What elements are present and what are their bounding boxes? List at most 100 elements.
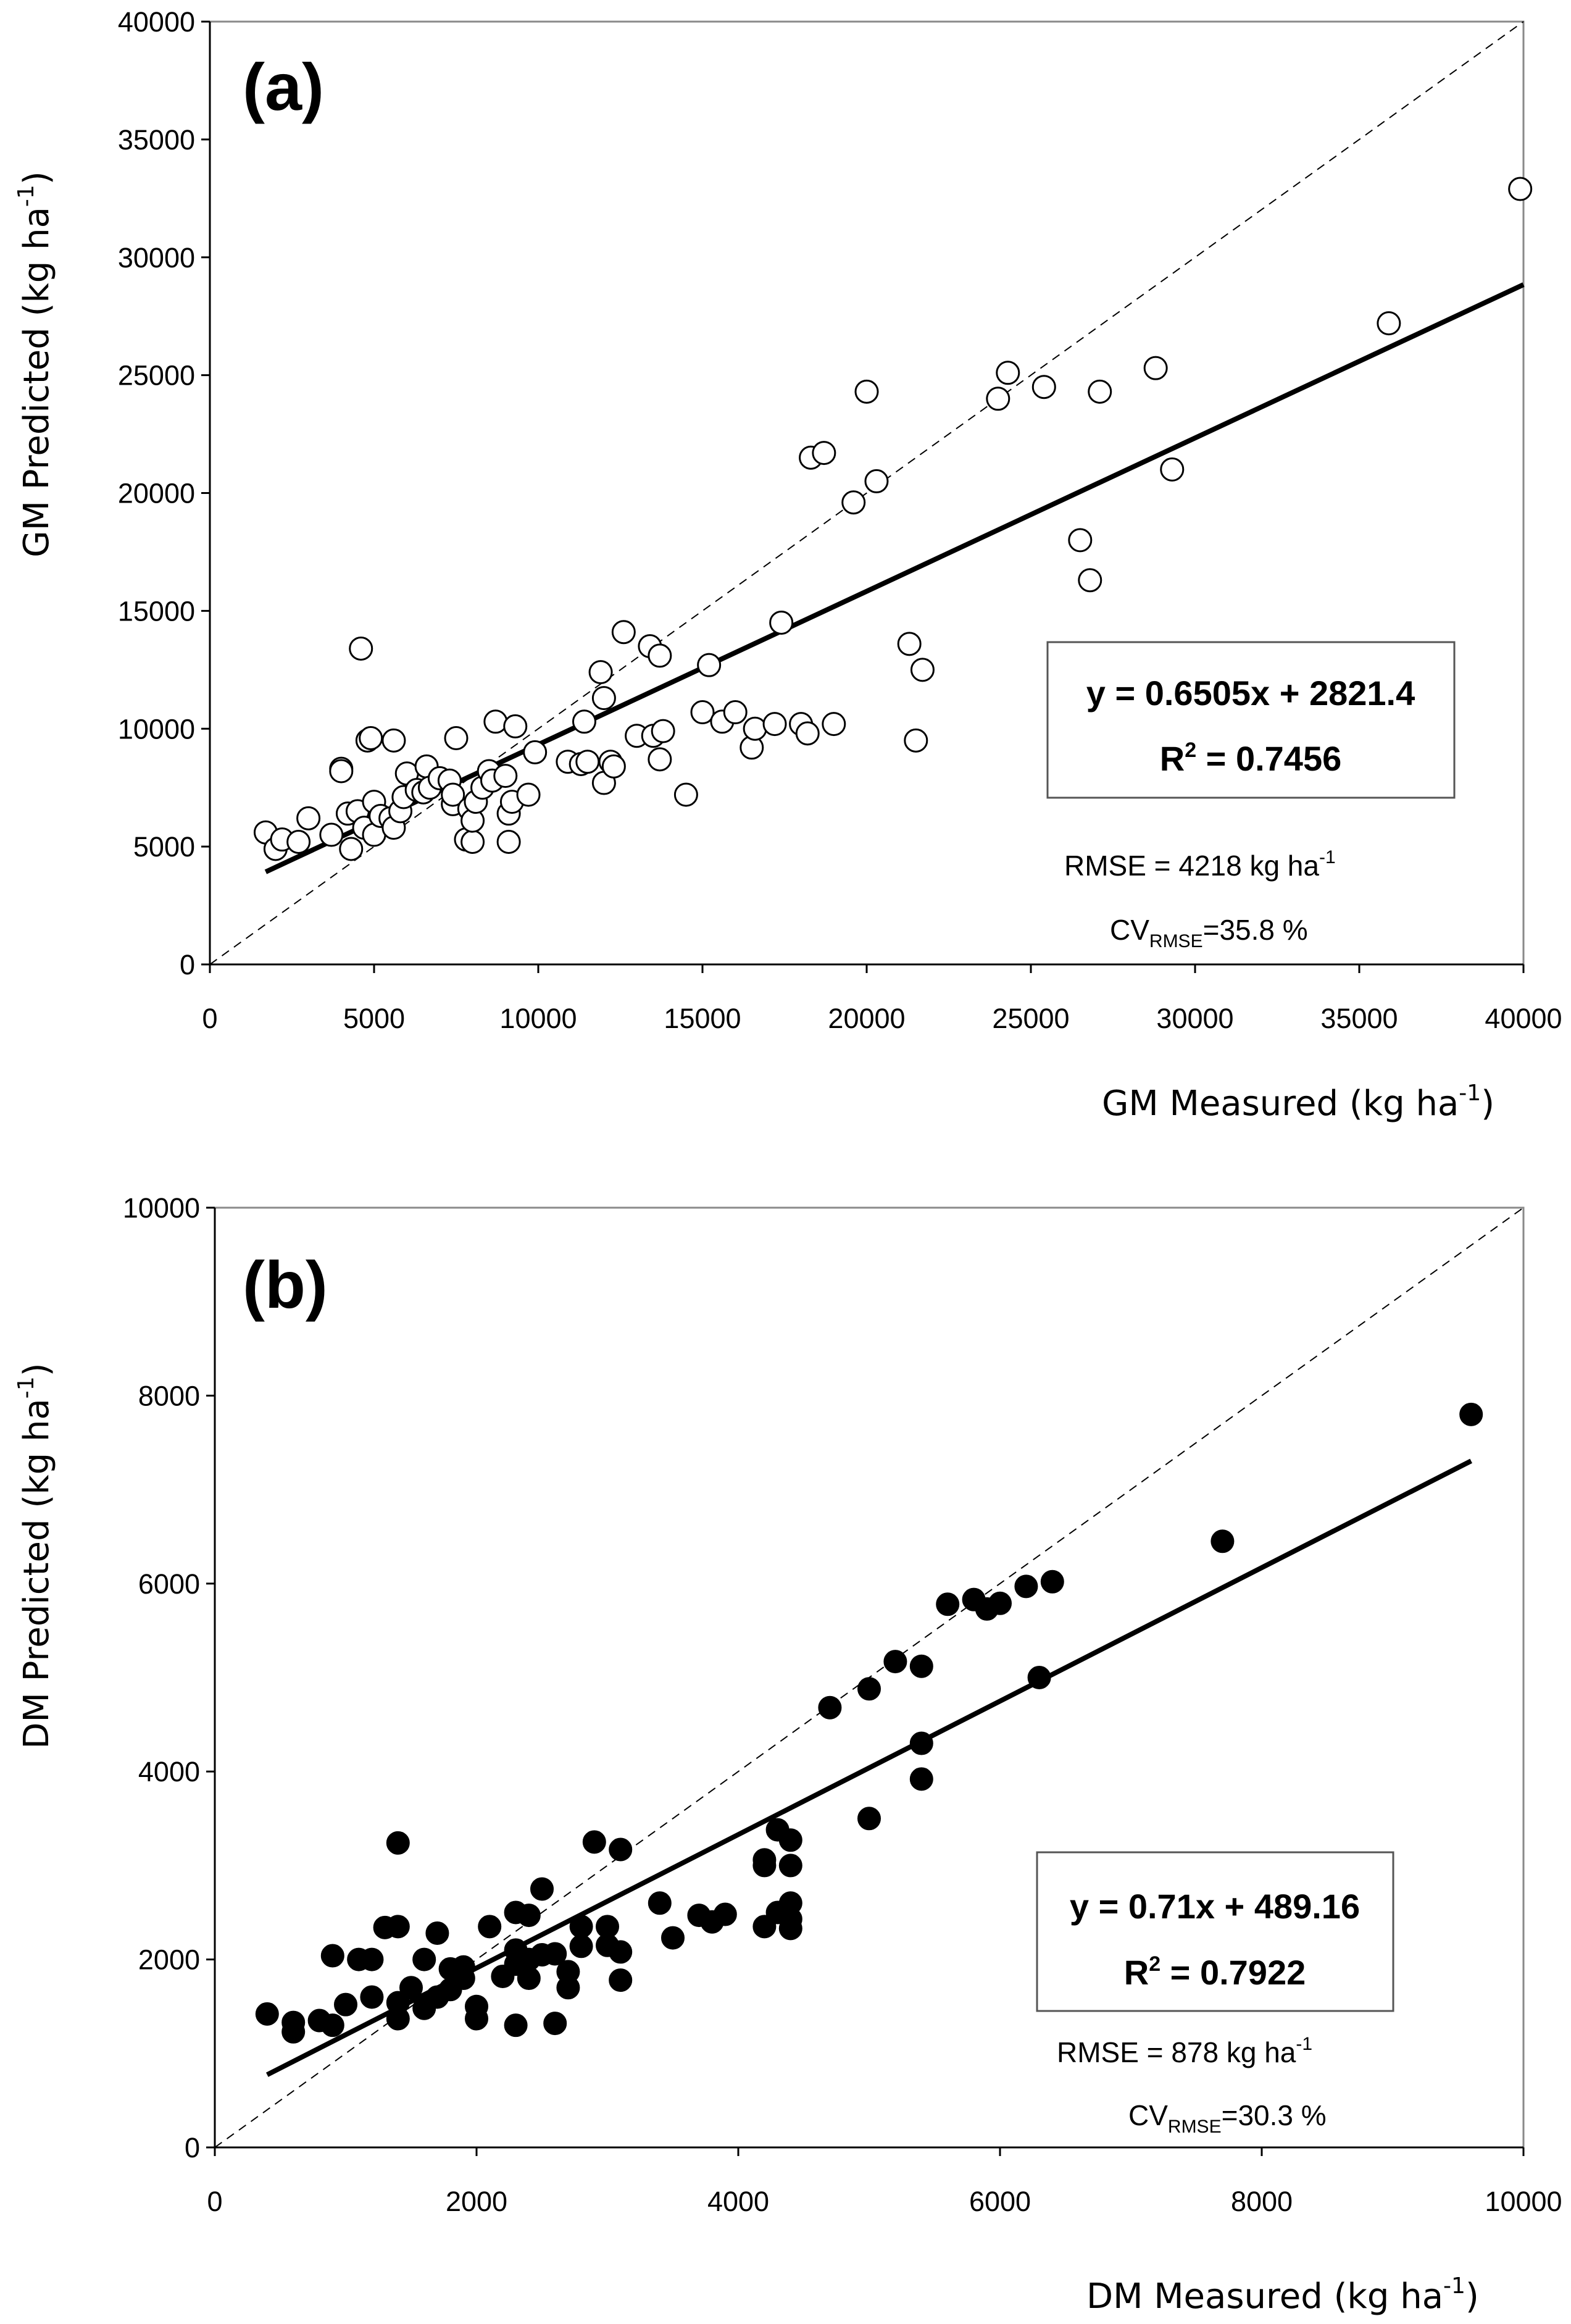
data-point (822, 712, 846, 737)
data-point (360, 1985, 384, 2009)
data-point (1377, 311, 1401, 336)
data-point (1459, 1402, 1483, 1426)
data-point (543, 2012, 567, 2036)
regression-line-a (264, 282, 1525, 874)
data-point (1027, 1666, 1051, 1689)
data-point (320, 1944, 344, 1968)
data-point (769, 610, 794, 635)
data-point (1031, 375, 1056, 399)
data-point (596, 1915, 619, 1939)
panel-b: 0 2000 4000 6000 8000 10000 0 2000 4000 6000 8000… (14, 1192, 1562, 2317)
data-point (1068, 528, 1093, 553)
data-point (478, 1915, 502, 1939)
x-tick-label: 30000 (1156, 1003, 1233, 1034)
data-point (690, 700, 715, 725)
rmse-a: RMSE = 4218 kg ha-1 (1064, 847, 1336, 882)
data-point (412, 1947, 436, 1971)
data-point (359, 726, 383, 751)
data-point (523, 740, 548, 764)
data-point (319, 822, 344, 847)
data-point (588, 660, 613, 685)
data-point (460, 829, 485, 854)
data-point (339, 837, 364, 861)
equation-box-b (1036, 1851, 1394, 2012)
x-tick-label: 40000 (1485, 1003, 1562, 1034)
data-point (386, 1991, 410, 2015)
y-tick-label: 0 (180, 949, 195, 980)
data-point (778, 1854, 802, 1878)
data-point (556, 1960, 580, 1984)
data-point (530, 1877, 554, 1901)
data-point (651, 719, 675, 743)
data-point (386, 1915, 410, 1939)
data-point (904, 728, 928, 753)
data-point (854, 379, 879, 404)
data-point (609, 1837, 633, 1862)
r-squared-a: R2 = 0.7456 (1160, 738, 1341, 778)
data-point (1211, 1529, 1235, 1553)
data-point (897, 632, 922, 656)
data-point (818, 1695, 842, 1720)
y-tick-label: 2000 (138, 1944, 200, 1976)
data-point (386, 1831, 410, 1855)
data-point (517, 1904, 541, 1928)
x-tick-label: 10000 (1485, 2186, 1562, 2217)
data-point (857, 1677, 881, 1701)
data-point (1160, 457, 1185, 482)
data-point (795, 721, 820, 746)
data-point (996, 361, 1020, 385)
data-point (713, 1902, 737, 1926)
y-tick-label: 25000 (118, 360, 195, 391)
data-point (255, 2002, 279, 2026)
y-axis-label-b: DM Predicted (kg ha-1) (14, 1363, 57, 1749)
panel-a: 0 5000 10000 15000 20000 25000 30000 35000 40000… (14, 6, 1562, 1124)
data-point (329, 759, 354, 784)
y-ticks-b: 0 2000 4000 6000 8000 10000 (123, 1192, 215, 2163)
data-point (1143, 356, 1168, 380)
y-tick-label: 4000 (138, 1756, 200, 1787)
y-tick-label: 20000 (118, 478, 195, 509)
data-point (988, 1591, 1012, 1615)
y-tick-label: 10000 (118, 713, 195, 745)
data-point (575, 750, 600, 774)
data-point (381, 728, 406, 753)
data-point (572, 709, 596, 734)
data-point (1088, 379, 1112, 404)
x-tick-label: 4000 (707, 2186, 769, 2217)
x-tick-label: 6000 (969, 2186, 1031, 2217)
equation-b: y = 0.71x + 489.16 (1070, 1887, 1360, 1926)
y-tick-label: 10000 (123, 1192, 200, 1224)
data-point (673, 782, 698, 807)
x-tick-label: 35000 (1320, 1003, 1398, 1034)
data-point (762, 712, 787, 737)
x-ticks-b: 0 2000 4000 6000 8000 10000 (207, 2147, 1562, 2217)
data-point (569, 1934, 593, 1958)
x-tick-label: 10000 (499, 1003, 577, 1034)
data-point (609, 1968, 633, 1992)
data-point (936, 1592, 960, 1616)
data-point (569, 1915, 593, 1939)
y-tick-label: 40000 (118, 6, 195, 38)
data-point (864, 469, 889, 493)
panel-label-b: (b) (243, 1247, 328, 1322)
rmse-b: RMSE = 878 kg ha-1 (1057, 2034, 1312, 2068)
data-point (752, 1848, 777, 1872)
data-point (648, 1891, 672, 1915)
x-tick-label: 8000 (1231, 2186, 1293, 2217)
x-tick-label: 2000 (446, 2186, 507, 2217)
y-tick-label: 15000 (118, 595, 195, 627)
y-tick-label: 30000 (118, 242, 195, 274)
data-point (909, 1731, 933, 1755)
data-point (1040, 1570, 1064, 1594)
data-point (444, 726, 469, 751)
data-point (1014, 1574, 1038, 1599)
data-point (609, 1940, 633, 1964)
data-point (451, 1955, 475, 1979)
equation-box-a (1046, 641, 1456, 799)
x-axis-label-b: DM Measured (kg ha-1) (1086, 2273, 1479, 2317)
data-point (910, 658, 935, 682)
data-point (743, 716, 767, 741)
data-point (986, 387, 1011, 411)
data-point (812, 441, 836, 466)
x-tick-label: 0 (207, 2186, 222, 2217)
